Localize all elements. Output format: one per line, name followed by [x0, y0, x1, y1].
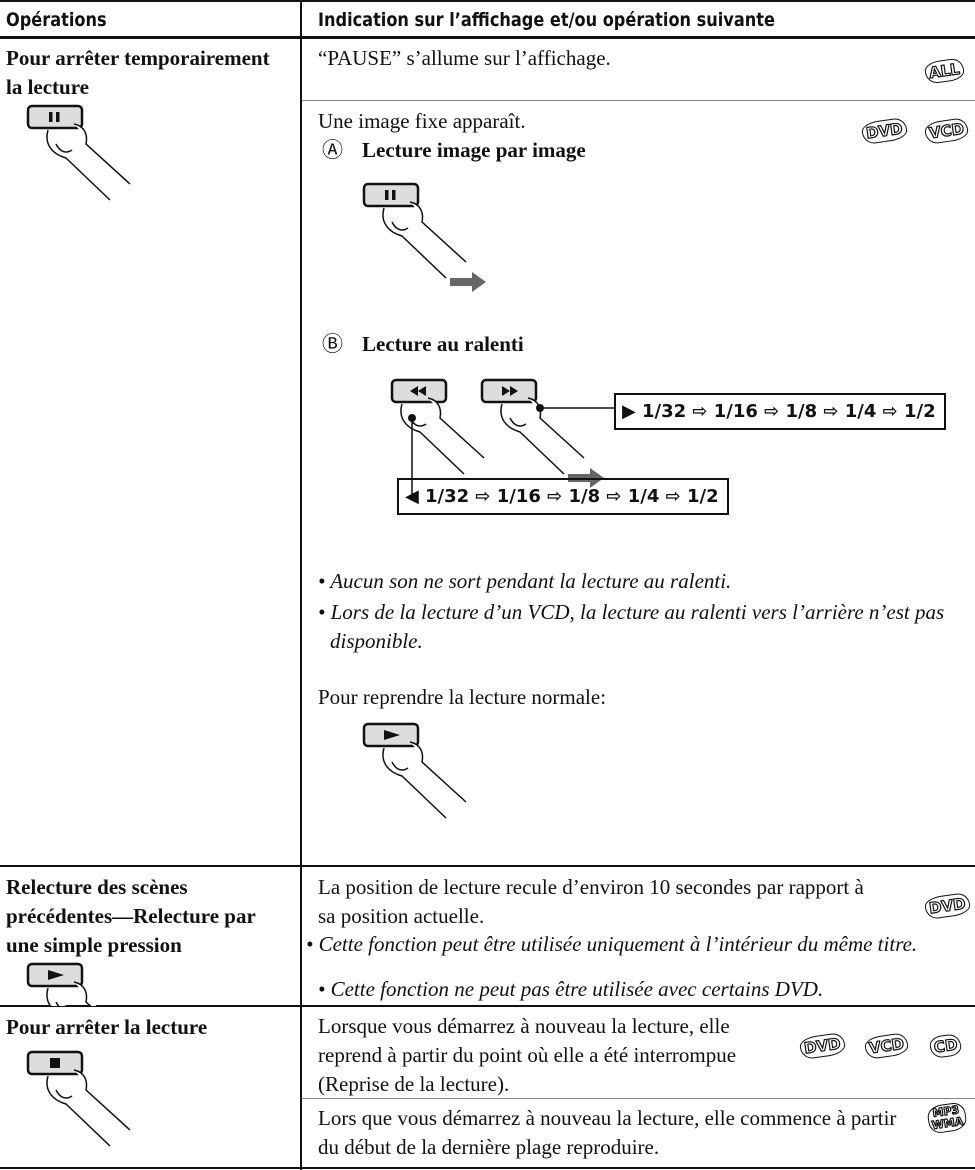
text: 1/32 ⇨ 1/16 ⇨ 1/8 ⇨ 1/4 ⇨ 1/2	[642, 401, 936, 422]
button-illustration	[26, 962, 131, 1006]
header: Indication sur l’affichage et/ou opérati…	[318, 9, 775, 31]
step-label: Lecture image par image	[362, 138, 586, 162]
cell-text: Lors que vous démarrez à nouveau la lect…	[318, 1106, 897, 1159]
badge-text: WMA	[930, 1114, 965, 1133]
note: • Aucun son ne sort pendant la lecture a…	[318, 569, 732, 593]
step-marker: Ⓑ	[322, 332, 343, 356]
rule	[300, 100, 975, 101]
rule	[0, 1005, 975, 1007]
step-label: Lecture au ralenti	[362, 332, 524, 356]
badge: DVD	[798, 1032, 846, 1060]
cell-text: “PAUSE” s’allume sur l’affichage.	[318, 46, 611, 70]
note: • Lors de la lecture d’un VCD, la lectur…	[318, 600, 945, 653]
header: Opérations	[6, 9, 107, 31]
badge: VCD	[863, 1032, 910, 1060]
speed-sequence: ▶ 1/32 ⇨ 1/16 ⇨ 1/8 ⇨ 1/4 ⇨ 1/2	[614, 393, 946, 430]
text: 1/32 ⇨ 1/16 ⇨ 1/8 ⇨ 1/4 ⇨ 1/2	[425, 486, 719, 507]
icon: ◀	[405, 486, 419, 507]
speed-sequence: ◀ 1/32 ⇨ 1/16 ⇨ 1/8 ⇨ 1/4 ⇨ 1/2	[397, 478, 729, 515]
rule	[0, 36, 975, 39]
button-illustration	[362, 182, 486, 292]
rule	[0, 865, 975, 867]
note: • Cette fonction peut être utilisée uniq…	[306, 930, 975, 959]
note-text: • Cette fonction peut être utilisée uniq…	[306, 932, 918, 956]
operation: Pour arrêter la lecture	[6, 1015, 208, 1039]
button-illustration	[390, 378, 615, 496]
badge: MP3 WMA	[926, 1101, 968, 1135]
cell-text: Une image fixe apparaît.	[318, 109, 526, 133]
badge: DVD	[860, 117, 908, 145]
cell-text: Lorsque vous démarrez à nouveau la lectu…	[318, 1014, 737, 1096]
badge: VCD	[923, 117, 970, 145]
operation: Relecture des scènes précédentes—Relectu…	[6, 875, 256, 957]
rule	[0, 0, 975, 2]
cell-text: Pour reprendre la lecture normale:	[318, 685, 607, 709]
step-marker: Ⓐ	[322, 138, 343, 162]
badge: CD	[928, 1032, 963, 1060]
rule	[300, 1098, 975, 1099]
column-divider	[300, 0, 302, 1170]
badge: ALL	[923, 57, 966, 85]
operation: Pour arrêter temporairement la lecture	[6, 46, 270, 99]
badge: DVD	[923, 892, 971, 920]
rule	[0, 1167, 975, 1169]
icon: ▶	[622, 401, 636, 422]
note: • Cette fonction ne peut pas être utilis…	[318, 977, 824, 1001]
button-illustration	[362, 722, 467, 819]
button-illustration	[26, 104, 131, 201]
cell-text: La position de lecture recule d’environ …	[318, 875, 864, 928]
button-illustration	[26, 1050, 131, 1147]
